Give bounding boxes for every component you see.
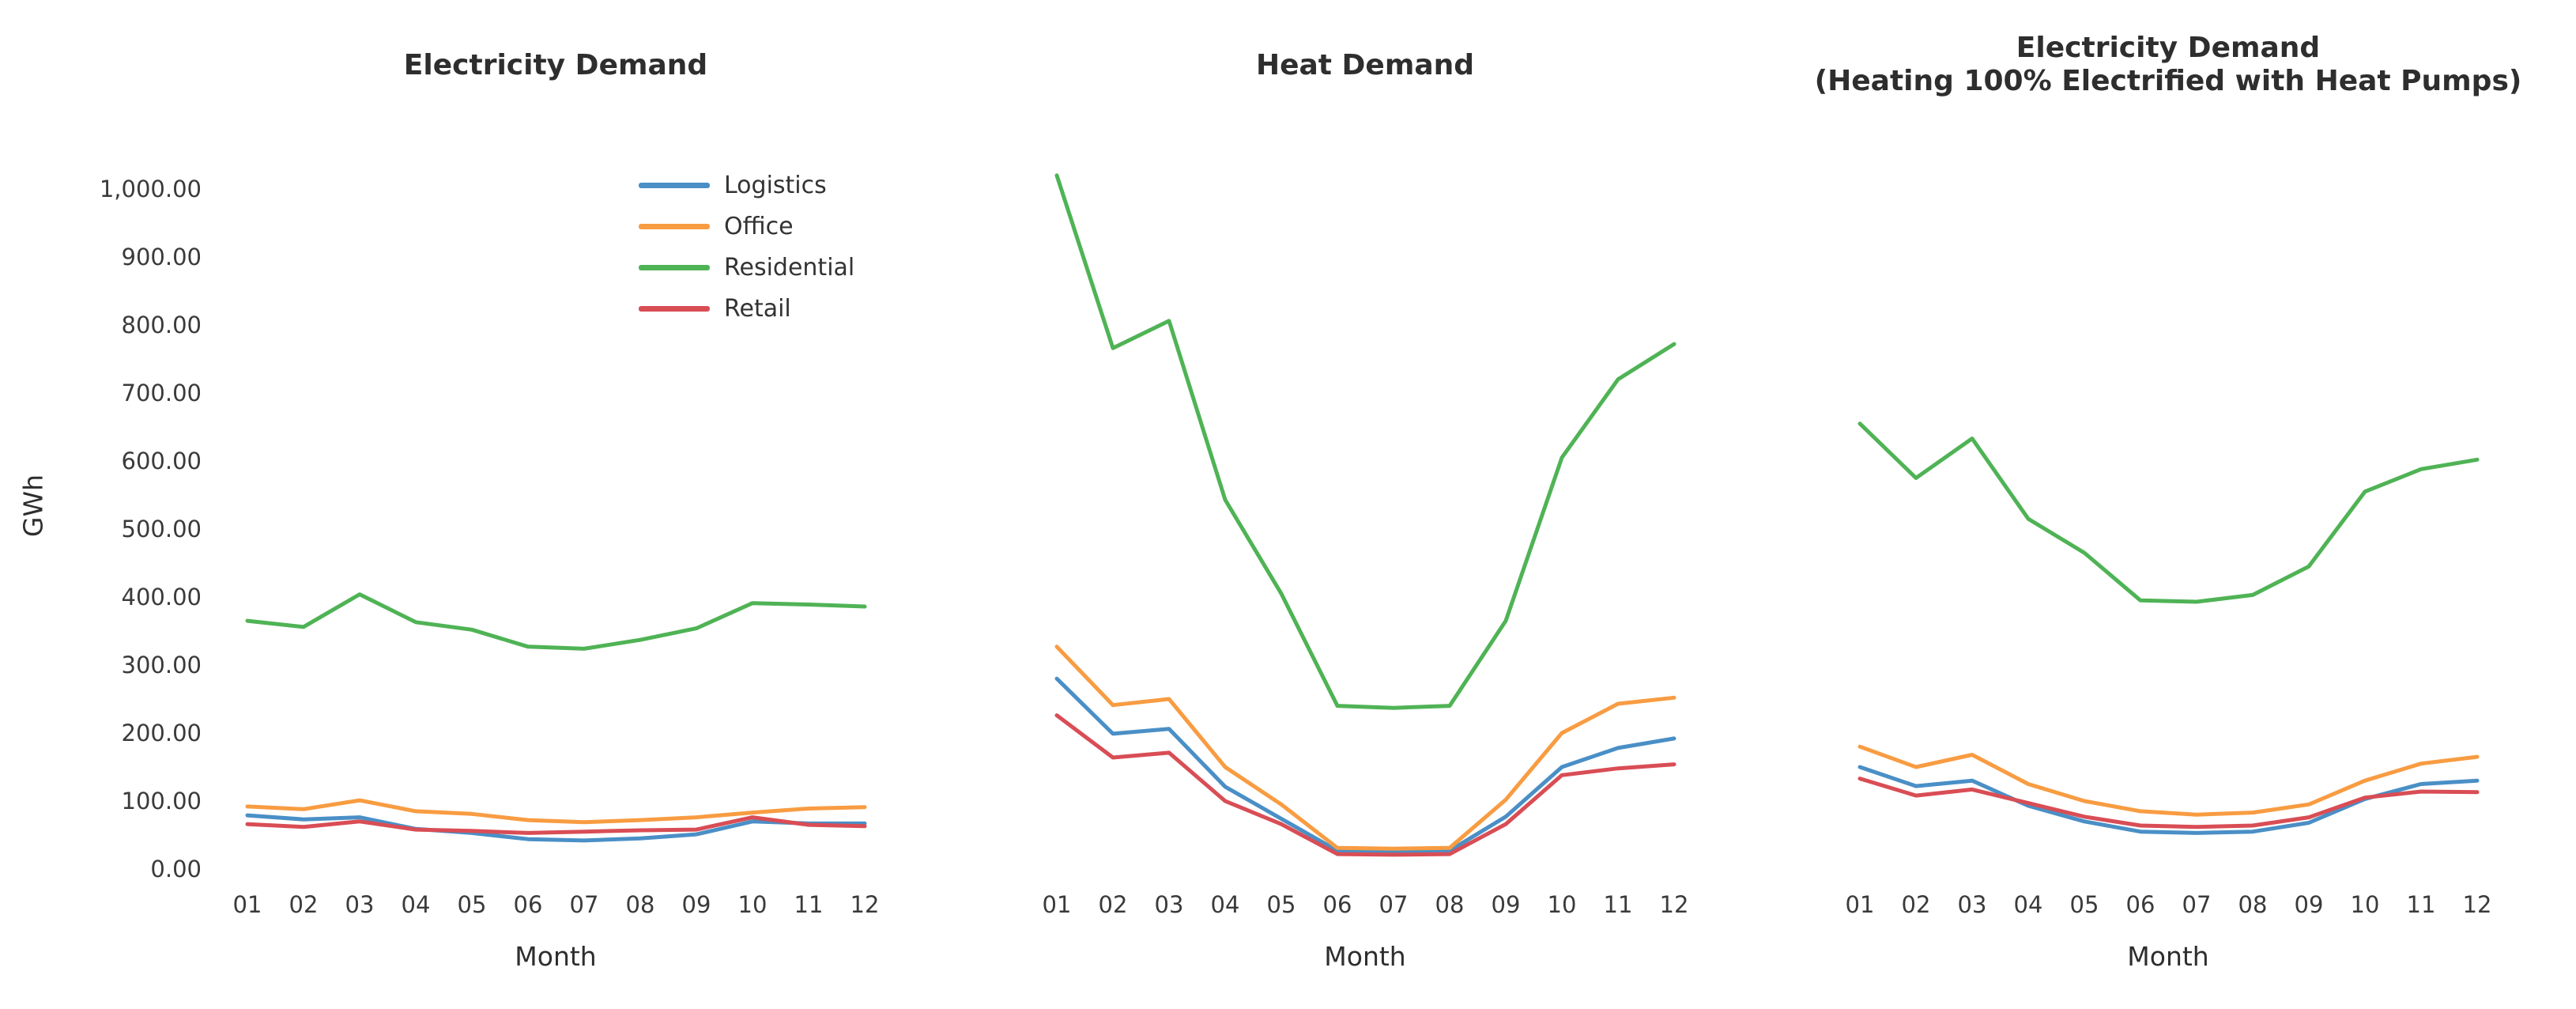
series-line-office-chart3	[1858, 744, 2480, 817]
y-tick-label: 0.00	[150, 856, 202, 882]
series-line-logistics-chart1	[245, 813, 867, 843]
x-tick-label: 03	[1957, 891, 1987, 918]
series-line-residential-chart1	[245, 592, 867, 651]
title-subtitle-line: (Heating 100% Electrified with Heat Pump…	[1814, 65, 2522, 97]
x-tick-label: 09	[2294, 891, 2324, 918]
x-tick-label: 10	[737, 891, 768, 918]
x-tick-label: 06	[2125, 891, 2155, 918]
chart-title-heat-demand: Heat Demand	[1256, 49, 1474, 82]
y-tick-label: 900.00	[121, 244, 202, 270]
x-tick-label: 04	[401, 891, 431, 918]
x-tick-label: 11	[1603, 891, 1633, 918]
x-tick-label: 07	[1379, 891, 1409, 918]
legend-item-retail: Retail	[639, 288, 854, 329]
x-tick-label: 08	[625, 891, 655, 918]
x-tick-label: 01	[1845, 891, 1875, 918]
series-line-office-chart1	[245, 798, 867, 825]
series-line-retail-chart3	[1858, 777, 2480, 829]
x-tick-label: 11	[2406, 891, 2436, 918]
y-tick-label: 200.00	[121, 720, 202, 746]
y-tick-label: 700.00	[121, 380, 202, 406]
chart-title-electricity-demand: Electricity Demand	[404, 49, 707, 82]
x-tick-label: 09	[681, 891, 711, 918]
x-tick-label: 06	[513, 891, 543, 918]
x-tick-label: 01	[232, 891, 262, 918]
y-tick-label: 400.00	[121, 584, 202, 610]
x-tick-label: 07	[569, 891, 599, 918]
x-tick-label: 08	[1435, 891, 1465, 918]
y-tick-label: 500.00	[121, 516, 202, 542]
x-axis-label-month-2: Month	[1324, 941, 1406, 972]
x-tick-label: 12	[1659, 891, 1689, 918]
x-tick-label: 05	[2069, 891, 2099, 918]
x-tick-label: 05	[457, 891, 487, 918]
x-tick-label: 08	[2238, 891, 2268, 918]
x-axis-label-month-3: Month	[2127, 941, 2209, 972]
legend-line-icon	[639, 305, 710, 312]
x-tick-label: 02	[1098, 891, 1128, 918]
legend-line-icon	[639, 264, 710, 270]
x-tick-label: 04	[2013, 891, 2043, 918]
x-tick-label: 02	[289, 891, 319, 918]
series-line-residential-chart3	[1858, 421, 2480, 604]
x-tick-label: 01	[1042, 891, 1072, 918]
x-tick-label: 06	[1322, 891, 1352, 918]
chart-title-electricity-demand-heat-pumps: Electricity Demand (Heating 100% Electri…	[1815, 32, 2522, 98]
legend-item-residential: Residential	[639, 247, 854, 288]
series-line-logistics-chart3	[1858, 765, 2480, 835]
x-tick-label: 03	[345, 891, 375, 918]
x-tick-label: 12	[2462, 891, 2492, 918]
legend-line-icon	[639, 223, 710, 229]
title-line: Electricity Demand	[2016, 32, 2321, 64]
series-line-residential-chart2	[1054, 173, 1676, 710]
legend-item-office: Office	[639, 206, 854, 247]
y-tick-label: 600.00	[121, 448, 202, 474]
x-tick-label: 02	[1901, 891, 1931, 918]
series-line-retail-chart2	[1054, 713, 1676, 857]
legend-label: Logistics	[724, 171, 827, 199]
y-tick-label: 1,000.00	[99, 176, 202, 202]
legend-item-logistics: Logistics	[639, 164, 854, 206]
x-tick-label: 10	[1547, 891, 1577, 918]
legend-label: Retail	[724, 294, 791, 323]
legend-line-icon	[639, 182, 710, 188]
x-tick-label: 03	[1154, 891, 1184, 918]
legend-label: Residential	[724, 253, 855, 282]
y-tick-label: 300.00	[121, 652, 202, 678]
x-tick-label: 05	[1266, 891, 1296, 918]
title-line: Heat Demand	[1255, 49, 1475, 81]
x-axis-label-month-1: Month	[515, 941, 597, 972]
legend: Logistics Office Residential Retail	[639, 164, 854, 329]
x-tick-label: 07	[2182, 891, 2212, 918]
x-tick-label: 11	[794, 891, 824, 918]
x-tick-label: 10	[2350, 891, 2380, 918]
y-tick-label: 800.00	[121, 312, 202, 338]
x-tick-label: 09	[1491, 891, 1521, 918]
x-tick-label: 04	[1210, 891, 1240, 918]
legend-label: Office	[724, 212, 794, 240]
title-line: Electricity Demand	[403, 49, 708, 81]
series-line-retail-chart1	[245, 815, 867, 835]
x-tick-label: 12	[850, 891, 880, 918]
y-tick-label: 100.00	[121, 788, 202, 814]
series-line-logistics-chart2	[1054, 676, 1676, 854]
series-line-office-chart2	[1054, 644, 1676, 851]
